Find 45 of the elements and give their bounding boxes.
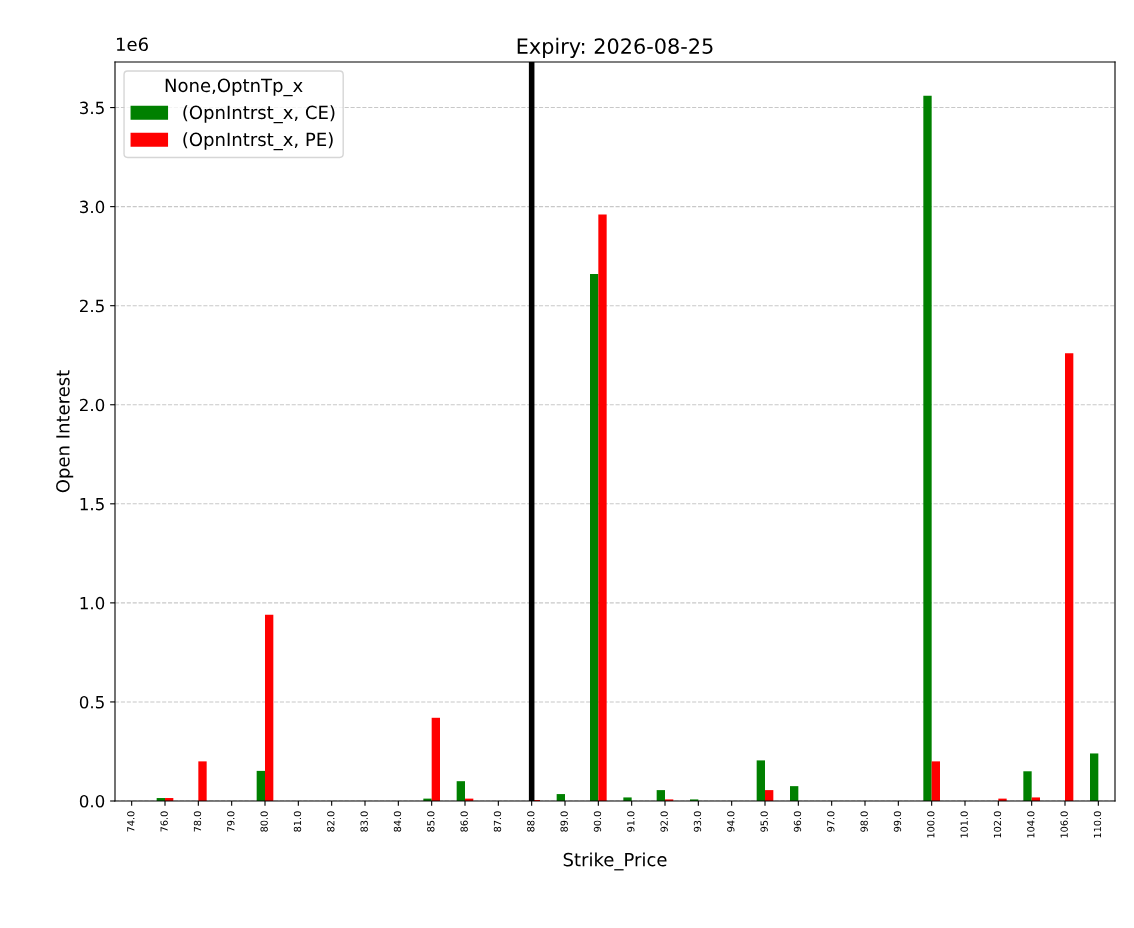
x-tick-label: 80.0 <box>260 811 268 832</box>
x-tick-label: 110.0 <box>1093 811 1102 838</box>
x-tick-label: 86.0 <box>460 811 468 832</box>
y-tick-label: 3.5 <box>80 101 104 115</box>
x-tick-label: 85.0 <box>427 811 435 832</box>
y-tick-label: 0.0 <box>79 794 105 808</box>
x-tick-label: 90.0 <box>593 811 602 832</box>
y-tick-label: 2.0 <box>79 398 105 412</box>
legend-label: (OpnIntrst_x, CE) <box>183 105 335 124</box>
y-tick-label: 0.5 <box>79 695 104 709</box>
y-tick-label: 2.5 <box>79 299 104 313</box>
x-tick-label: 97.0 <box>827 811 835 832</box>
x-tick-label: 106.0 <box>1060 811 1068 838</box>
x-tick-label: 83.0 <box>360 811 368 832</box>
x-tick-label: 84.0 <box>393 811 402 832</box>
chart-title: Expiry: 2026-08-25 <box>517 37 713 58</box>
x-tick-label: 95.0 <box>760 811 768 832</box>
x-tick-label: 94.0 <box>727 811 735 832</box>
x-tick-label: 82.0 <box>327 811 335 832</box>
y-axis-title: Open Interest <box>56 370 74 493</box>
x-tick-label: 92.0 <box>660 811 668 832</box>
x-tick-label: 79.0 <box>227 811 235 832</box>
text: 1e6 <box>116 37 148 52</box>
y-tick-label: 1.0 <box>80 596 105 610</box>
y-tick-label: 3.0 <box>80 200 105 214</box>
x-tick-label: 76.0 <box>160 811 168 832</box>
x-axis-title: Strike_Price <box>563 852 667 871</box>
x-tick-label: 88.0 <box>527 811 535 832</box>
x-tick-label: 81.0 <box>293 811 302 832</box>
x-tick-label: 74.0 <box>127 811 135 832</box>
y-tick-label: 1.5 <box>80 498 104 511</box>
x-tick-label: 101.0 <box>960 811 968 838</box>
x-tick-label: 102.0 <box>993 811 1002 838</box>
x-tick-label: 87.0 <box>493 811 502 832</box>
x-tick-label: 91.0 <box>627 811 635 832</box>
x-tick-label: 93.0 <box>693 811 702 832</box>
x-tick-label: 98.0 <box>860 811 868 832</box>
x-tick-label: 89.0 <box>560 811 568 832</box>
x-tick-label: 100.0 <box>927 811 935 838</box>
x-tick-label: 96.0 <box>793 811 802 832</box>
legend-title: None,OptnTp_x <box>165 78 303 97</box>
x-tick-label: 78.0 <box>193 811 202 832</box>
legend-label: (OpnIntrst_x, PE) <box>183 132 333 151</box>
x-tick-label: 99.0 <box>893 811 902 832</box>
x-tick-label: 104.0 <box>1027 811 1035 838</box>
